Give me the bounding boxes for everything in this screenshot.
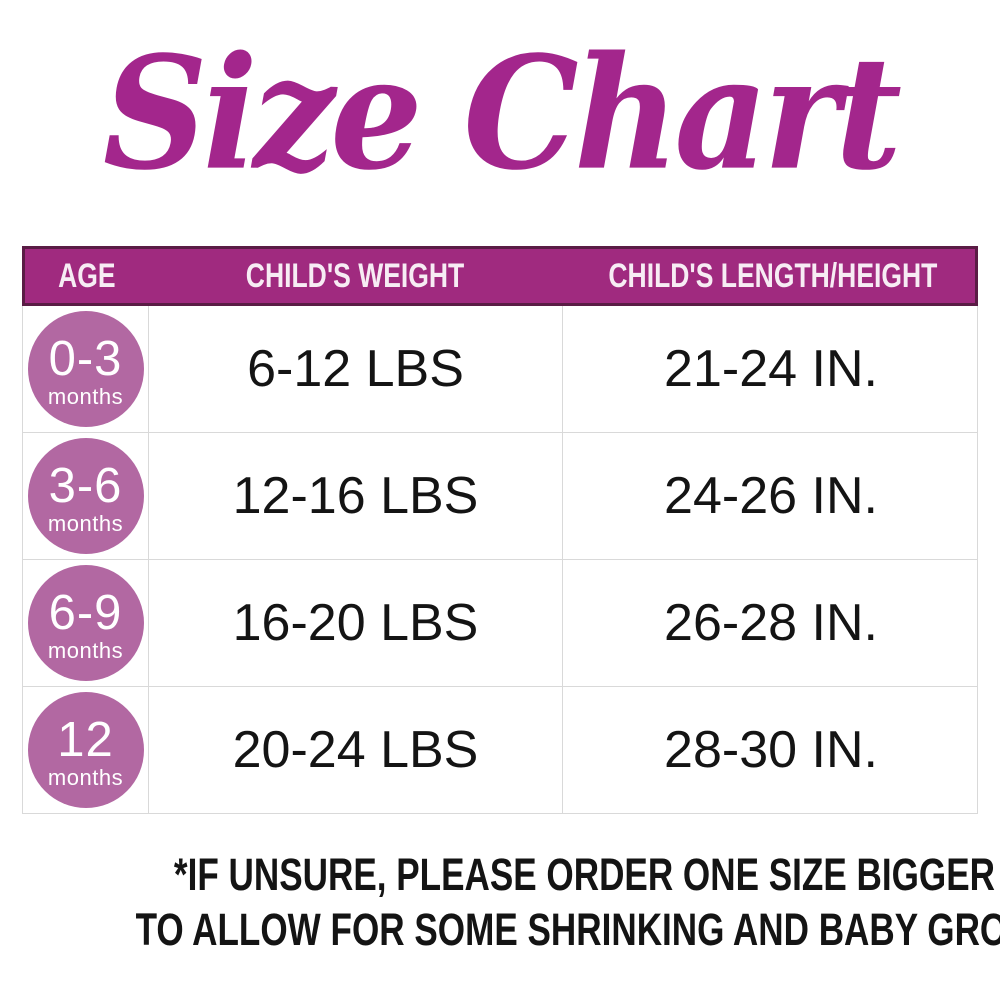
age-cell: 0-3 months [23,306,149,432]
weight-cell: 12-16 LBS [149,433,563,559]
length-cell: 26-28 IN. [664,594,878,652]
age-value: 12 [57,712,114,767]
table-row: 0-3 months 6-12 LBS 21-24 IN. [23,306,977,433]
footnote-line-2-text: TO ALLOW FOR SOME SHRINKING AND BABY GRO… [135,903,1000,955]
size-table: AGE CHILD'S WEIGHT CHILD'S LENGTH/HEIGHT… [22,246,978,814]
weight-cell: 6-12 LBS [149,306,563,432]
footnote-line-1: *IF UNSURE, PLEASE ORDER ONE SIZE BIGGER… [0,848,1000,903]
header-weight-label: CHILD'S WEIGHT [245,256,465,295]
header-length: CHILD'S LENGTH/HEIGHT [562,257,975,296]
age-cell: 6-9 months [23,560,149,686]
header-age-label: AGE [57,256,116,295]
age-badge: 0-3 months [27,311,144,427]
footnote: *IF UNSURE, PLEASE ORDER ONE SIZE BIGGER… [0,848,1000,958]
table-header-row: AGE CHILD'S WEIGHT CHILD'S LENGTH/HEIGHT [22,246,978,306]
header-length-label: CHILD'S LENGTH/HEIGHT [608,256,938,295]
length-cell: 24-26 IN. [664,467,878,525]
table-row: 3-6 months 12-16 LBS 24-26 IN. [23,433,977,560]
age-cell: 3-6 months [23,433,149,559]
footnote-line-1-text: *IF UNSURE, PLEASE ORDER ONE SIZE BIGGER… [173,849,1000,900]
table-row: 6-9 months 16-20 LBS 26-28 IN. [23,560,977,687]
weight-cell: 16-20 LBS [149,560,563,686]
table-body: 0-3 months 6-12 LBS 21-24 IN. 3-6 months… [22,306,978,814]
age-unit: months [47,383,124,409]
age-value: 6-9 [48,585,123,640]
length-cell: 28-30 IN. [664,721,878,779]
length-cell: 21-24 IN. [664,340,878,398]
age-unit: months [47,764,124,790]
age-unit: months [47,510,124,536]
header-weight: CHILD'S WEIGHT [148,257,562,296]
age-badge: 12 months [27,692,144,808]
age-unit: months [47,637,124,663]
page-title: Size Chart [102,21,902,205]
age-badge: 3-6 months [27,438,144,554]
age-value: 0-3 [48,331,123,386]
table-row: 12 months 20-24 LBS 28-30 IN. [23,687,977,813]
footnote-line-2: TO ALLOW FOR SOME SHRINKING AND BABY GRO… [0,903,1000,958]
age-cell: 12 months [23,687,149,813]
age-badge: 6-9 months [27,565,144,681]
header-age: AGE [25,257,148,296]
weight-cell: 20-24 LBS [149,687,563,813]
age-value: 3-6 [48,458,123,513]
